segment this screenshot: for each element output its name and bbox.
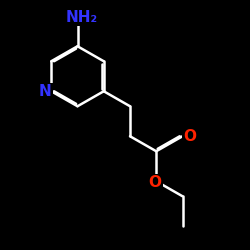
Text: N: N xyxy=(38,84,52,99)
Text: O: O xyxy=(184,129,196,144)
Text: O: O xyxy=(148,175,162,190)
Text: NH₂: NH₂ xyxy=(65,10,97,25)
